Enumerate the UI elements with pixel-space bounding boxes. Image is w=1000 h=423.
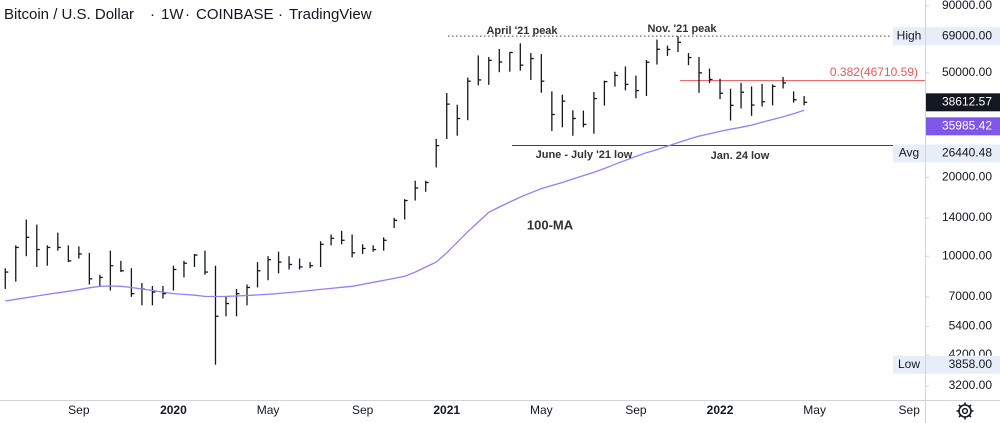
title: Bitcoin / U.S. Dollar · 1W · COINBASE · …: [4, 6, 372, 23]
y-tick-label: 7000.00: [949, 289, 993, 303]
x-tick-label: 2022: [707, 403, 734, 417]
title-symbol: Bitcoin / U.S. Dollar: [4, 6, 134, 23]
x-tick-label: Sep: [352, 403, 374, 417]
price-label-name-box: [893, 27, 925, 46]
y-tick-label: 20000.00: [942, 169, 992, 183]
y-tick-label: 90000.00: [942, 0, 992, 12]
title-interval: 1W: [161, 6, 184, 23]
annotation: June - July '21 low: [536, 149, 633, 161]
x-tick-label: Sep: [68, 403, 90, 417]
gear-teeth: [956, 402, 974, 420]
y-tick-label: 5400.00: [949, 319, 993, 333]
title-separator: ·: [278, 6, 283, 23]
price-label-name-box: [893, 355, 925, 374]
moving-average: [5, 109, 805, 302]
price-label-box: [926, 355, 1000, 374]
price-label-box: [926, 27, 1000, 46]
price-label: 26440.48: [942, 146, 992, 160]
ohlc-bars: [4, 36, 808, 365]
price-label-box: [926, 117, 1000, 136]
title-source: TradingView: [289, 6, 372, 23]
y-tick-label: 14000.00: [942, 210, 992, 224]
price-label: 3858.00: [949, 357, 993, 371]
y-tick-label: 50000.00: [942, 65, 992, 79]
x-tick-label: 2020: [160, 403, 187, 417]
price-label: 38612.57: [942, 94, 992, 108]
price-label: 69000.00: [942, 28, 992, 42]
y-tick-label: 3200.00: [949, 378, 993, 392]
gear-hub: [961, 407, 969, 415]
price-label-name-box: [893, 144, 925, 163]
x-tick-label: May: [803, 403, 826, 417]
price-label-name: Low: [898, 357, 920, 371]
x-tick-label: May: [530, 403, 553, 417]
annotation: April '21 peak: [486, 25, 558, 37]
x-tick-label: 2021: [433, 403, 460, 417]
title-separator: ·: [185, 6, 190, 23]
x-tick-label: May: [257, 403, 280, 417]
annotation: Jan. 24 low: [711, 150, 770, 162]
x-tick-label: Sep: [899, 403, 921, 417]
price-label-name: Avg: [899, 146, 919, 160]
title-separator: ·: [150, 6, 155, 23]
settings-icon[interactable]: [956, 402, 974, 420]
title-exchange: COINBASE: [196, 6, 274, 23]
price-label-box: [926, 144, 1000, 163]
y-tick-label: 10000.00: [942, 248, 992, 262]
price-label: 35985.42: [942, 119, 992, 133]
price-label-box: [926, 93, 1000, 112]
annotation: 100-MA: [527, 217, 574, 232]
price-label-name: High: [897, 28, 922, 42]
x-tick-label: Sep: [625, 403, 647, 417]
annotation: Nov. '21 peak: [647, 23, 717, 35]
fib-label: 0.382(46710.59): [830, 65, 918, 79]
